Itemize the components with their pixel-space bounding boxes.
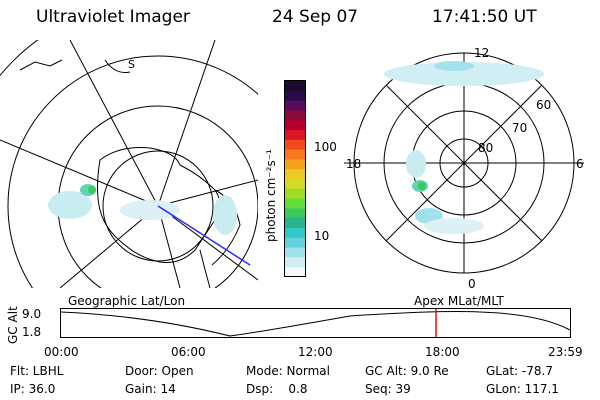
timeline-x-tick-4: 23:59: [548, 345, 583, 359]
altitude-timeline: [60, 308, 571, 338]
timeline-right-title: Apex MLat/MLT: [414, 294, 504, 308]
polar-label-6: 6: [576, 157, 584, 171]
status-gain: Gain: 14: [125, 382, 176, 396]
colorbar-unit-label: photon cm⁻²s⁻¹: [264, 149, 278, 242]
polar-label-18: 18: [346, 157, 362, 171]
status-door: Door: Open: [125, 364, 194, 378]
svg-text:S: S: [128, 58, 135, 71]
colorbar-stripe: [285, 139, 305, 151]
status-seq: Seq: 39: [365, 382, 411, 396]
colorbar-stripe: [285, 179, 305, 190]
timeline-y-tick-bottom: 1.8: [22, 325, 42, 339]
status-glon: GLon: 117.1: [486, 382, 559, 396]
timeline-x-tick-0: 00:00: [44, 345, 79, 359]
colorbar-stripe: [285, 90, 305, 102]
colorbar-stripe: [285, 130, 305, 141]
colorbar-tick-100: 100: [314, 140, 337, 154]
colorbar-stripe: [285, 159, 305, 170]
status-mode: Mode: Normal: [246, 364, 330, 378]
colorbar-stripe: [285, 81, 305, 92]
colorbar-tick-10: 10: [314, 229, 330, 243]
polar-plot: [344, 52, 584, 274]
geographic-map: S: [0, 40, 258, 288]
polar-lat-80: 80: [478, 141, 494, 155]
polar-lat-70: 70: [512, 121, 528, 135]
status-dsp: Dsp: 0.8: [246, 382, 308, 396]
date-label: 24 Sep 07: [272, 7, 359, 27]
colorbar-stripe: [285, 267, 305, 278]
colorbar-stripe: [285, 208, 305, 219]
status-ip: IP: 36.0: [10, 382, 56, 396]
colorbar-stripe: [285, 110, 305, 121]
app-title: Ultraviolet Imager: [36, 7, 190, 27]
status-filter: Flt: LBHL: [10, 364, 64, 378]
timeline-left-title: Geographic Lat/Lon: [68, 294, 186, 308]
time-label: 17:41:50 UT: [432, 7, 537, 27]
colorbar-stripe: [285, 257, 305, 268]
colorbar-stripe: [285, 237, 305, 249]
colorbar: [284, 80, 306, 278]
colorbar-stripe: [285, 188, 305, 200]
polar-label-0: 0: [468, 277, 476, 291]
status-glat: GLat: -78.7: [486, 364, 553, 378]
status-gc-alt: GC Alt: 9.0 Re: [365, 364, 449, 378]
colorbar-stripe: [285, 198, 305, 209]
colorbar-stripe: [285, 100, 305, 111]
colorbar-stripe: [285, 247, 305, 258]
timeline-x-tick-3: 18:00: [425, 345, 460, 359]
polar-lat-60: 60: [536, 98, 552, 112]
colorbar-stripe: [285, 120, 305, 131]
timeline-x-tick-2: 12:00: [298, 345, 333, 359]
polar-label-12: 12: [474, 46, 490, 60]
timeline-y-label: GC Alt: [6, 306, 20, 344]
colorbar-stripe: [285, 218, 305, 229]
colorbar-stripe: [285, 228, 305, 239]
colorbar-stripe: [285, 169, 305, 180]
timeline-x-tick-1: 06:00: [171, 345, 206, 359]
colorbar-stripe: [285, 149, 305, 160]
timeline-y-tick-top: 9.0: [22, 307, 42, 321]
